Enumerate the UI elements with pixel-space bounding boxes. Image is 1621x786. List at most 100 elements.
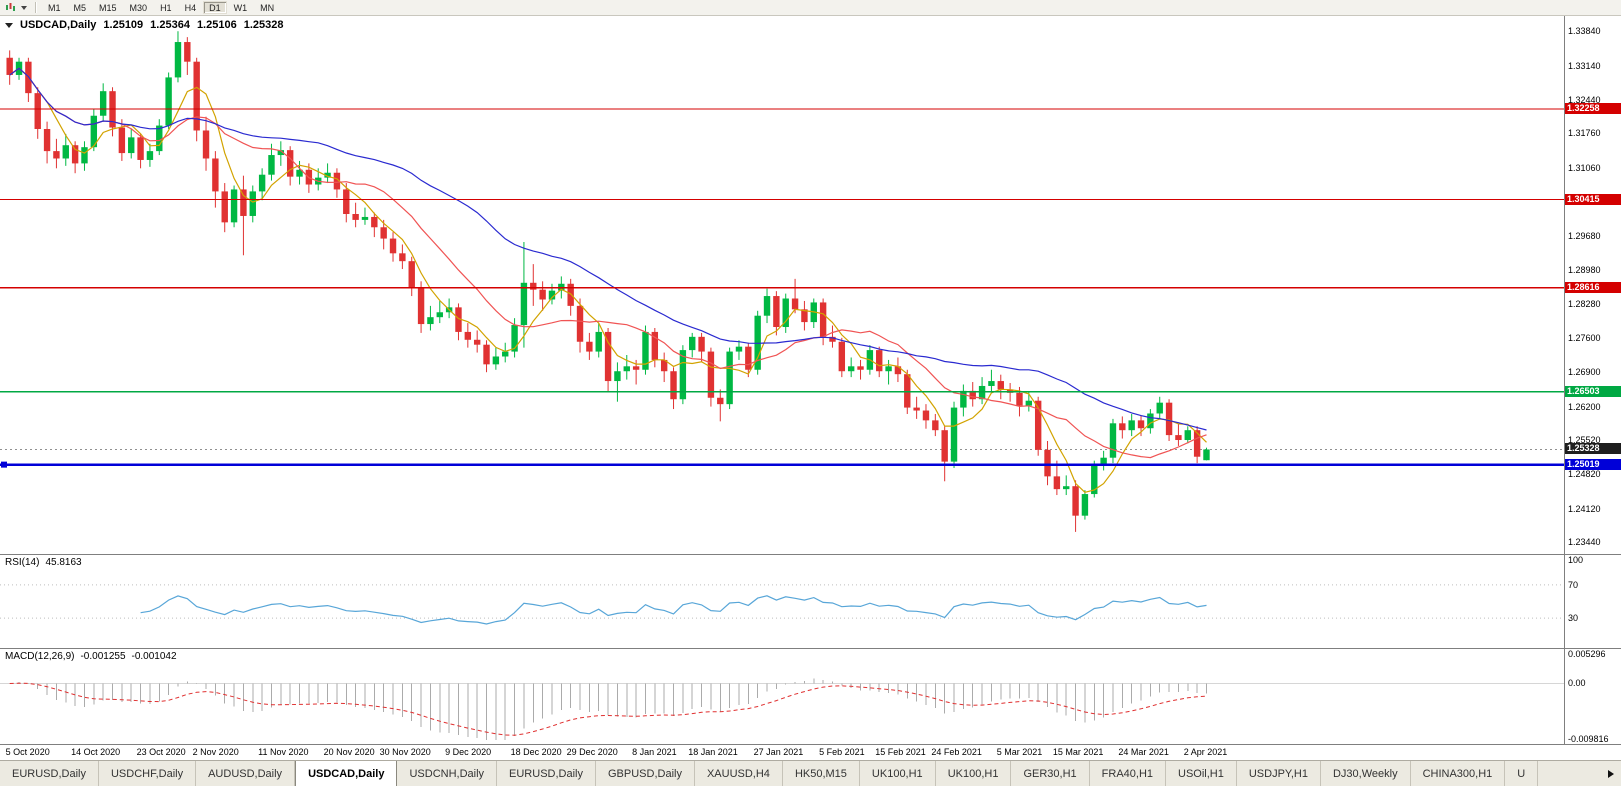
timeframe-button-M15[interactable]: M15	[99, 3, 117, 13]
symbol-tab-EURUSD-Daily[interactable]: EURUSD,Daily	[0, 761, 99, 786]
chart-title: USDCAD,Daily 1.25109 1.25364 1.25106 1.2…	[5, 19, 283, 31]
rsi-plot[interactable]: RSI(14) 45.8163	[0, 555, 1564, 648]
candle-bull	[595, 331, 602, 352]
symbol-tab-GBPUSD-Daily[interactable]: GBPUSD,Daily	[596, 761, 695, 786]
candle-bear	[473, 339, 481, 345]
symbol-tab-EURUSD-Daily[interactable]: EURUSD,Daily	[497, 761, 596, 786]
candle-bear	[137, 137, 144, 160]
candle-bull	[1063, 486, 1070, 490]
moving-average-5	[9, 67, 1207, 493]
macd-axis[interactable]: 0.005296 0.00 -0.009816	[1564, 649, 1621, 744]
timeframe-button-M1[interactable]: M1	[48, 3, 61, 13]
chart-type-caret-icon[interactable]	[21, 5, 27, 10]
symbol-tab-CHINA300-H1[interactable]: CHINA300,H1	[1411, 761, 1506, 786]
symbol-tab-UK100-H1[interactable]: UK100,H1	[860, 761, 936, 786]
candle-bull	[735, 346, 743, 352]
hline-handle-support-blue[interactable]	[1, 461, 7, 468]
tab-scroll-right-button[interactable]	[1603, 761, 1619, 786]
price-tick: 1.28280	[1568, 299, 1601, 310]
date-tick: 8 Jan 2021	[632, 747, 677, 757]
timeframe-button-D1[interactable]: D1	[203, 1, 227, 14]
macd-plot[interactable]: MACD(12,26,9) -0.001255 -0.001042	[0, 649, 1564, 744]
candle-bull	[520, 282, 528, 326]
symbol-tab-DJ30-Weekly[interactable]: DJ30,Weekly	[1321, 761, 1411, 786]
symbol-tab-HK50-M15[interactable]: HK50,M15	[783, 761, 860, 786]
rsi-value: 45.8163	[45, 557, 82, 568]
symbol-tab-USDCAD-Daily[interactable]: USDCAD,Daily	[295, 761, 398, 786]
candle-bear	[876, 350, 883, 372]
candle-bull	[62, 145, 69, 159]
candle-bull	[548, 290, 556, 300]
symbol-tab-GER30-H1[interactable]: GER30,H1	[1011, 761, 1090, 786]
symbol-tab-USDCHF-Daily[interactable]: USDCHF,Daily	[99, 761, 197, 786]
candle-bear	[43, 129, 51, 152]
time-axis[interactable]: 5 Oct 2020 14 Oct 2020 23 Oct 2020 2 Nov 20…	[0, 744, 1621, 760]
candle-bull	[436, 312, 443, 318]
price-tick: 1.27600	[1568, 332, 1601, 343]
candle-bull	[249, 191, 256, 216]
rsi-name: RSI(14)	[5, 557, 40, 568]
candle-bear	[670, 371, 677, 400]
candle-bear	[530, 282, 537, 290]
quote-close: 1.25328	[243, 19, 284, 31]
candle-bear	[857, 366, 864, 370]
price-chart-plot[interactable]: USDCAD,Daily 1.25109 1.25364 1.25106 1.2…	[0, 16, 1564, 554]
symbol-tab-USOil-H1[interactable]: USOil,H1	[1166, 761, 1237, 786]
candle-bull	[277, 150, 285, 156]
symbol-tab-XAUUSD-H4[interactable]: XAUUSD,H4	[695, 761, 783, 786]
macd-signal-line	[9, 682, 1207, 736]
symbol-tab-UK100-H1[interactable]: UK100,H1	[936, 761, 1012, 786]
rsi-tick: 30	[1568, 613, 1579, 624]
symbol-tab-AUDUSD-Daily[interactable]: AUDUSD,Daily	[196, 761, 296, 786]
symbol-tab-USDCNH-Daily[interactable]: USDCNH,Daily	[397, 761, 498, 786]
timeframe-button-MN[interactable]: MN	[260, 3, 275, 13]
timeframe-button-H4[interactable]: H4	[184, 3, 197, 13]
candle-bear	[922, 410, 930, 421]
candle-bull	[427, 317, 434, 325]
candle-bull	[763, 296, 771, 316]
date-tick: 15 Mar 2021	[1052, 747, 1104, 757]
candle-bull	[679, 350, 687, 400]
price-tick: 1.29680	[1568, 230, 1601, 241]
candle-bull	[614, 371, 621, 382]
price-axis[interactable]: 1.338401.331401.324401.317601.310601.303…	[1564, 16, 1621, 554]
candle-bull	[642, 331, 649, 370]
quote-high: 1.25364	[150, 19, 190, 31]
main-chart-panel: USDCAD,Daily 1.25109 1.25364 1.25106 1.2…	[0, 16, 1621, 554]
candle-bear	[71, 145, 79, 164]
rsi-panel: RSI(14) 45.8163 100 70 30	[0, 554, 1621, 648]
timeframe-buttons: M1 M5 M15 M30 H1 H4 D1 W1 MN	[42, 1, 280, 14]
candle-bear	[838, 341, 846, 372]
candle-bear	[389, 238, 397, 254]
toolbar-separator	[35, 2, 36, 13]
timeframe-button-M30[interactable]: M30	[129, 3, 148, 13]
candle-bear	[34, 93, 41, 130]
timeframe-button-M5[interactable]: M5	[73, 3, 87, 13]
candle-bull	[885, 366, 892, 372]
macd-panel: MACD(12,26,9) -0.001255 -0.001042 0.0052…	[0, 648, 1621, 744]
candle-bear	[773, 296, 780, 328]
date-tick: 20 Nov 2020	[323, 747, 375, 757]
macd-tick: -0.009816	[1568, 734, 1609, 744]
candle-bear	[932, 420, 939, 431]
rsi-tick: 100	[1568, 555, 1584, 565]
candle-bull	[1109, 423, 1117, 458]
candle-bull	[988, 381, 995, 386]
timeframe-button-W1[interactable]: W1	[233, 3, 248, 13]
timeframe-button-H1[interactable]: H1	[160, 3, 172, 13]
symbol-tab-FRA40-H1[interactable]: FRA40,H1	[1090, 761, 1167, 786]
rsi-axis[interactable]: 100 70 30	[1564, 555, 1621, 648]
symbol-tab-USDJPY-H1[interactable]: USDJPY,H1	[1237, 761, 1321, 786]
new-chart-icon[interactable]	[3, 1, 17, 14]
candle-bear	[464, 331, 472, 340]
candle-bear	[969, 390, 976, 400]
candle-bear	[586, 341, 593, 352]
price-badge-resistance-3: 1.28616	[1565, 281, 1621, 293]
candle-bear	[53, 151, 60, 159]
candle-bear	[1053, 476, 1061, 490]
price-tick: 1.33140	[1568, 60, 1601, 71]
symbol-tab-U[interactable]: U	[1505, 761, 1539, 786]
chart-tabbar: EURUSD,Daily USDCHF,Daily AUDUSD,Daily USDC…	[0, 760, 1621, 786]
chart-menu-icon[interactable]	[5, 22, 13, 28]
date-tick: 5 Oct 2020	[5, 747, 50, 757]
